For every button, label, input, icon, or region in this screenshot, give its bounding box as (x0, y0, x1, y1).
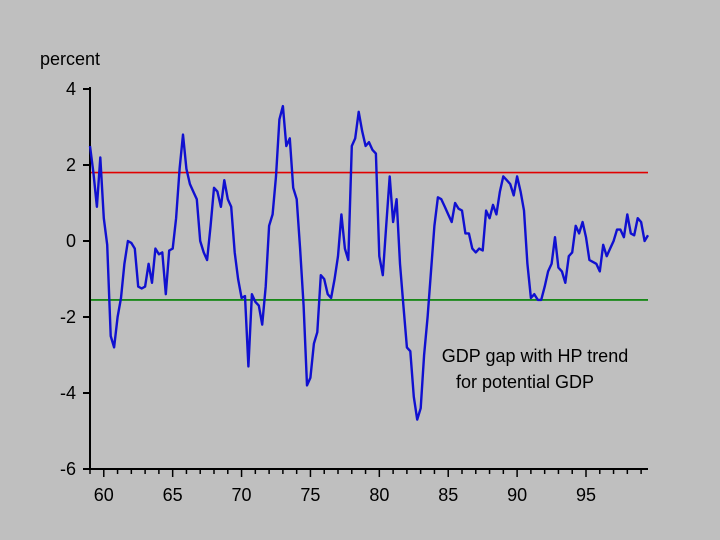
x-tick-label: 95 (576, 485, 596, 505)
x-tick-label: 75 (300, 485, 320, 505)
x-tick-label: 90 (507, 485, 527, 505)
y-tick-label: 4 (66, 79, 76, 99)
series-group (88, 104, 650, 421)
tick-labels: 4 2 0 -2 -4 -6 60 65 70 75 80 85 90 95 (60, 79, 596, 505)
series-line-0 (88, 104, 650, 421)
y-tick-label: -2 (60, 307, 76, 327)
x-tick-label: 60 (94, 485, 114, 505)
x-tick-label: 65 (163, 485, 183, 505)
y-axis-label: percent (40, 49, 100, 69)
x-tick-label: 80 (369, 485, 389, 505)
x-tick-label: 85 (438, 485, 458, 505)
y-tick-label: 2 (66, 155, 76, 175)
x-tick-label: 70 (232, 485, 252, 505)
y-tick-label: -4 (60, 383, 76, 403)
annotation-line-2: for potential GDP (456, 372, 594, 392)
annotation-line-1: GDP gap with HP trend (442, 346, 628, 366)
reference-lines (90, 171, 648, 301)
y-tick-label: 0 (66, 231, 76, 251)
y-tick-label: -6 (60, 459, 76, 479)
